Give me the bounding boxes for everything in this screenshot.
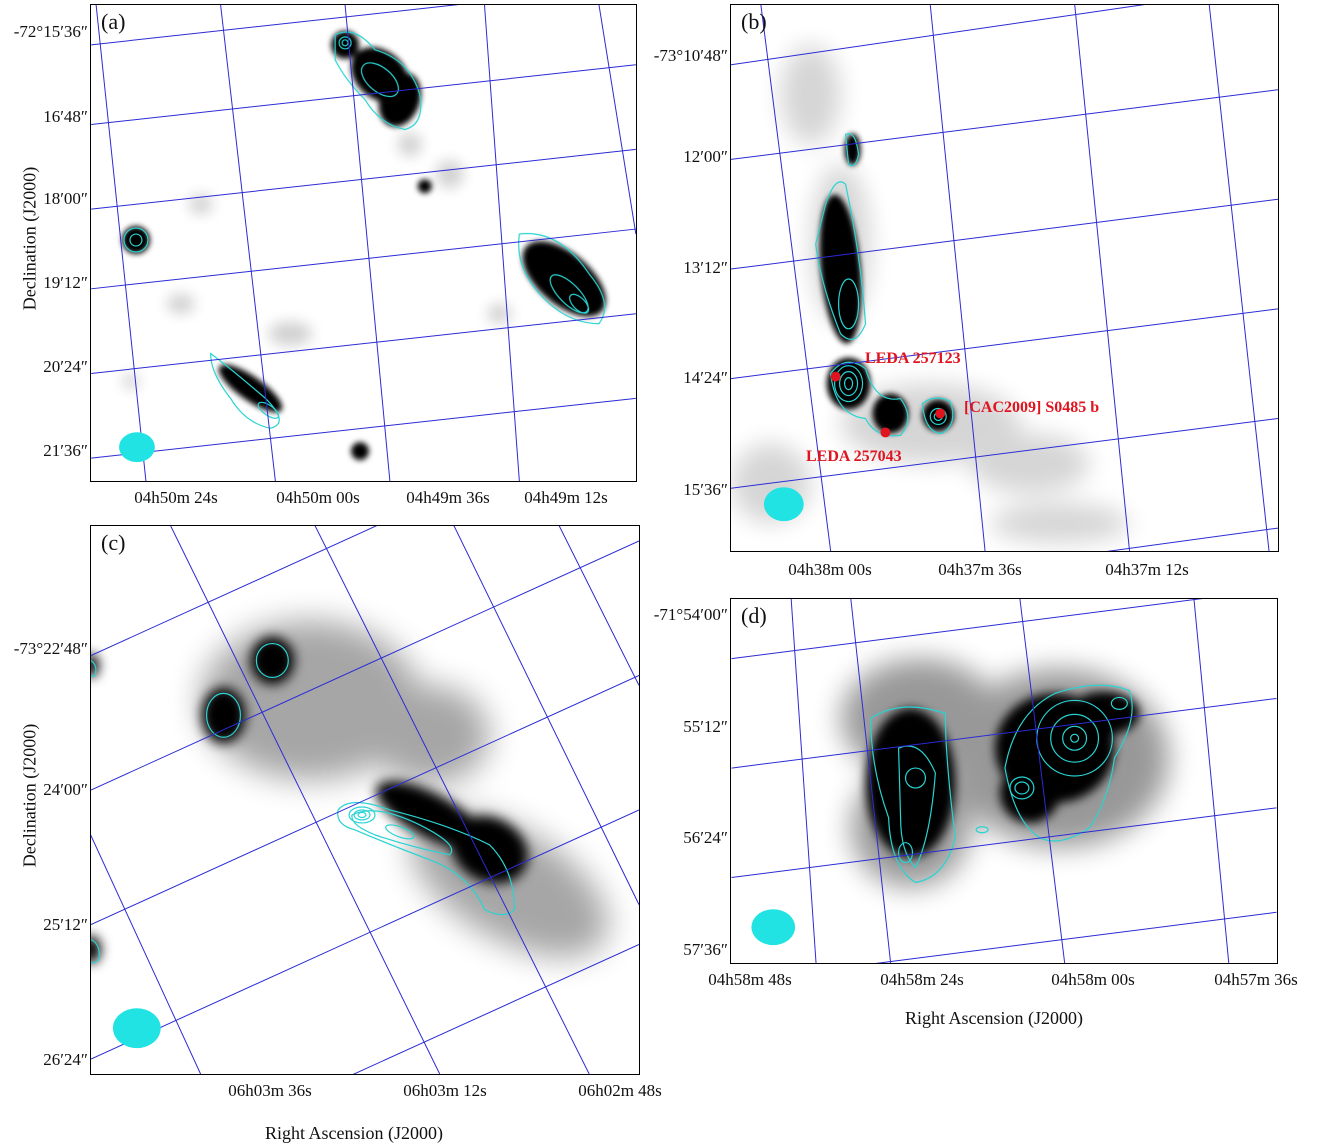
ra-tick: 04h37m 36s [938, 560, 1022, 579]
ra-tick: 04h58m 00s [1051, 970, 1135, 989]
dec-tick: -73°22′48″ [13, 639, 88, 658]
dec-tick: 19′12″ [43, 273, 88, 292]
source-marker [935, 408, 946, 419]
dec-tick: 26′24″ [43, 1050, 88, 1069]
source-marker [830, 371, 841, 382]
dec-tick: 14′24″ [683, 368, 728, 387]
beam-ellipse [112, 1008, 161, 1049]
dec-tick: 56′24″ [683, 828, 728, 847]
ra-tick: 04h57m 36s [1214, 970, 1298, 989]
ra-tick: 04h50m 24s [134, 488, 218, 507]
panel-c: (c) [90, 525, 640, 1075]
panel-d: (d) [730, 598, 1278, 964]
source-marker [880, 427, 891, 438]
ra-tick: 06h03m 12s [403, 1081, 487, 1100]
dec-tick: -72°15′36″ [13, 22, 88, 41]
ra-tick: 04h49m 12s [524, 488, 608, 507]
ra-tick: 04h38m 00s [788, 560, 872, 579]
panel-b: (b) LEDA 257123 [CAC2009] S0485 b LEDA 2… [730, 4, 1279, 552]
panel-d-image [731, 599, 1277, 963]
dec-tick: 16′48″ [43, 107, 88, 126]
beam-ellipse [751, 909, 796, 946]
dec-tick: -73°10′48″ [653, 46, 728, 65]
panel-a: (a) [90, 4, 637, 482]
dec-tick: 21′36″ [43, 441, 88, 460]
ra-tick: 06h03m 36s [228, 1081, 312, 1100]
beam-ellipse [119, 432, 155, 463]
panel-label: (d) [741, 603, 767, 628]
panel-c-image [91, 526, 639, 1074]
dec-tick: 57′36″ [683, 940, 728, 959]
dec-tick: 20′24″ [43, 357, 88, 376]
dec-tick: 15′36″ [683, 480, 728, 499]
source-label-cac2009-s0485b: [CAC2009] S0485 b [964, 399, 1100, 416]
ra-axis-title: Right Ascension (J2000) [265, 1123, 443, 1143]
dec-tick: 18′00″ [43, 189, 88, 208]
dec-tick: 24′00″ [43, 780, 88, 799]
dec-axis-title: Declination (J2000) [19, 166, 40, 311]
ra-axis-title: Right Ascension (J2000) [905, 1008, 1083, 1028]
panel-label: (c) [101, 530, 126, 555]
ra-tick: 04h50m 00s [276, 488, 360, 507]
ra-tick: 06h02m 48s [578, 1081, 662, 1100]
ra-tick: 04h58m 24s [880, 970, 964, 989]
panel-b-image [731, 5, 1278, 551]
dec-tick: 25′12″ [43, 915, 88, 934]
dec-tick: 12′00″ [683, 147, 728, 166]
ra-tick: 04h37m 12s [1105, 560, 1189, 579]
source-label-leda-257123: LEDA 257123 [865, 350, 961, 367]
panel-label: (a) [101, 9, 126, 34]
dec-tick: 13′12″ [683, 258, 728, 277]
dec-tick: 55′12″ [683, 717, 728, 736]
ra-tick: 04h49m 36s [406, 488, 490, 507]
dec-tick: -71°54′00″ [653, 605, 728, 624]
beam-ellipse [763, 487, 804, 522]
panel-label: (b) [741, 9, 767, 34]
dec-axis-title: Declination (J2000) [19, 723, 40, 868]
panel-a-image [91, 5, 636, 481]
source-label-leda-257043: LEDA 257043 [806, 448, 902, 465]
ra-tick: 04h58m 48s [708, 970, 792, 989]
